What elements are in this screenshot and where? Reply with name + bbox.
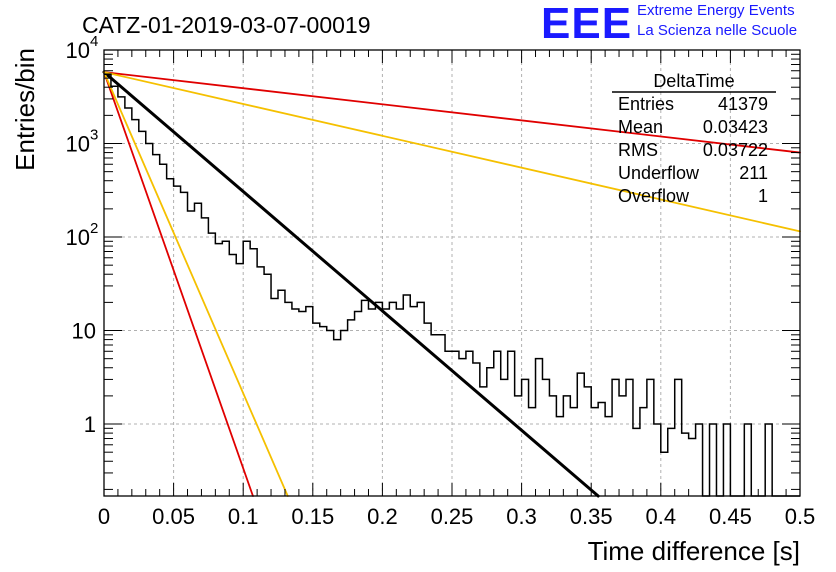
line-red-shallow	[103, 71, 801, 154]
x-tick-label: 0.25	[431, 504, 474, 529]
y-tick-label: 10	[66, 132, 90, 157]
x-tick-label: 0.2	[367, 504, 398, 529]
y-tick-exponent: 2	[90, 220, 98, 237]
x-tick-label: 0.3	[506, 504, 537, 529]
stats-box-title: DeltaTime	[653, 71, 734, 91]
y-tick-label: 10	[72, 319, 96, 344]
x-tick-label: 0.5	[785, 504, 816, 529]
histogram-outline	[104, 73, 800, 497]
x-tick-label: 0.15	[291, 504, 334, 529]
y-tick-exponent: 4	[90, 33, 98, 50]
x-axis-label: Time difference [s]	[588, 536, 800, 566]
logo-line-1: Extreme Energy Events	[637, 2, 795, 19]
stats-row-label: Mean	[618, 117, 663, 137]
stats-row-value: 1	[758, 186, 768, 206]
stats-row-label: Underflow	[618, 163, 700, 183]
stats-row-label: Overflow	[618, 186, 690, 206]
x-tick-label: 0	[98, 504, 110, 529]
y-tick-label: 10	[66, 225, 90, 250]
x-tick-label: 0.45	[709, 504, 752, 529]
line-orange-shallow	[103, 71, 801, 233]
stats-row-value: 41379	[718, 94, 768, 114]
x-tick-label: 0.05	[152, 504, 195, 529]
line-fit	[102, 70, 600, 498]
y-tick-label: 1	[84, 412, 96, 437]
stats-row-value: 0.03722	[703, 140, 768, 160]
stats-row-value: 211	[739, 163, 768, 183]
x-tick-label: 0.4	[646, 504, 677, 529]
x-tick-label: 0.1	[228, 504, 259, 529]
line-orange-steep	[103, 71, 289, 497]
stats-row-value: 0.03423	[703, 117, 768, 137]
y-tick-label: 10	[66, 38, 90, 63]
y-tick-exponent: 3	[90, 127, 98, 144]
stats-row-label: RMS	[618, 140, 658, 160]
logo-line-2: La Scienza nelle Scuole	[637, 22, 798, 39]
y-axis-label: Entries/bin	[10, 48, 40, 171]
line-red-steep	[103, 71, 254, 497]
stats-row-label: Entries	[618, 94, 674, 114]
x-tick-label: 0.35	[570, 504, 613, 529]
chart-title: CATZ-01-2019-03-07-00019	[82, 12, 371, 38]
eee-logo: EEE	[541, 0, 633, 48]
